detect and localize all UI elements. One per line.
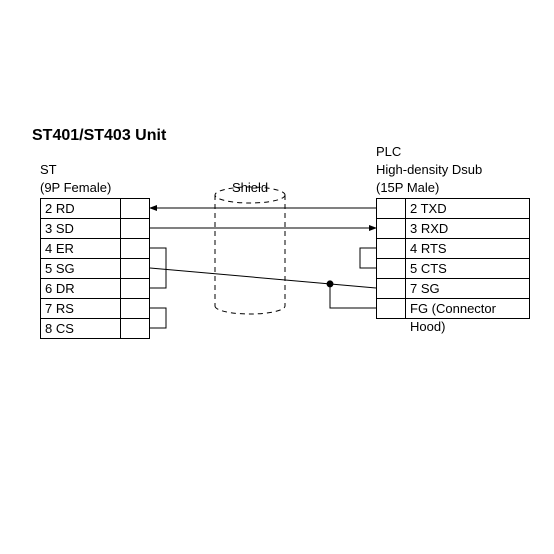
left-pin-row: 7 RS xyxy=(41,299,149,319)
right-pin-row: 3 RXD xyxy=(377,219,529,239)
right-pin-stub xyxy=(377,219,405,238)
left-pin-row: 5 SG xyxy=(41,259,149,279)
right-pin-row: 5 CTS xyxy=(377,259,529,279)
left-pin-stub xyxy=(121,299,149,318)
left-pin-stub xyxy=(121,239,149,258)
right-pin-label: 7 SG xyxy=(405,279,529,298)
right-pin-label: 2 TXD xyxy=(405,199,529,218)
right-pin-label: 5 CTS xyxy=(405,259,529,278)
left-pin-stub xyxy=(121,219,149,238)
right-header-1: PLC xyxy=(376,144,401,159)
right-pin-row: 4 RTS xyxy=(377,239,529,259)
left-pin-row: 2 RD xyxy=(41,199,149,219)
right-pin-row: 2 TXD xyxy=(377,199,529,219)
left-pin-stub xyxy=(121,199,149,218)
shield-label: Shield xyxy=(232,180,268,195)
left-pin-label: 5 SG xyxy=(41,259,121,278)
right-pin-stub xyxy=(377,279,405,298)
right-pin-label: 3 RXD xyxy=(405,219,529,238)
left-pin-label: 6 DR xyxy=(41,279,121,298)
left-pin-label: 3 SD xyxy=(41,219,121,238)
right-pin-table: 2 TXD3 RXD4 RTS5 CTS7 SGFG (Connector Ho… xyxy=(376,198,530,319)
right-pin-label: FG (Connector Hood) xyxy=(405,299,529,318)
diagram-title: ST401/ST403 Unit xyxy=(32,127,166,145)
left-pin-label: 2 RD xyxy=(41,199,121,218)
left-pin-table: 2 RD3 SD4 ER5 SG6 DR7 RS8 CS xyxy=(40,198,150,339)
left-pin-label: 7 RS xyxy=(41,299,121,318)
right-pin-stub xyxy=(377,259,405,278)
right-pin-stub xyxy=(377,299,405,318)
left-pin-stub xyxy=(121,279,149,298)
right-pin-row: 7 SG xyxy=(377,279,529,299)
left-header-1: ST xyxy=(40,162,57,177)
left-header-2: (9P Female) xyxy=(40,180,111,195)
left-pin-row: 4 ER xyxy=(41,239,149,259)
right-pin-label: 4 RTS xyxy=(405,239,529,258)
left-pin-row: 3 SD xyxy=(41,219,149,239)
left-pin-row: 8 CS xyxy=(41,319,149,339)
left-pin-stub xyxy=(121,259,149,278)
right-header-3: (15P Male) xyxy=(376,180,439,195)
left-pin-label: 4 ER xyxy=(41,239,121,258)
right-pin-row: FG (Connector Hood) xyxy=(377,299,529,319)
left-pin-stub xyxy=(121,319,149,338)
right-header-2: High-density Dsub xyxy=(376,162,482,177)
left-pin-label: 8 CS xyxy=(41,319,121,338)
left-pin-row: 6 DR xyxy=(41,279,149,299)
right-pin-stub xyxy=(377,239,405,258)
right-pin-stub xyxy=(377,199,405,218)
